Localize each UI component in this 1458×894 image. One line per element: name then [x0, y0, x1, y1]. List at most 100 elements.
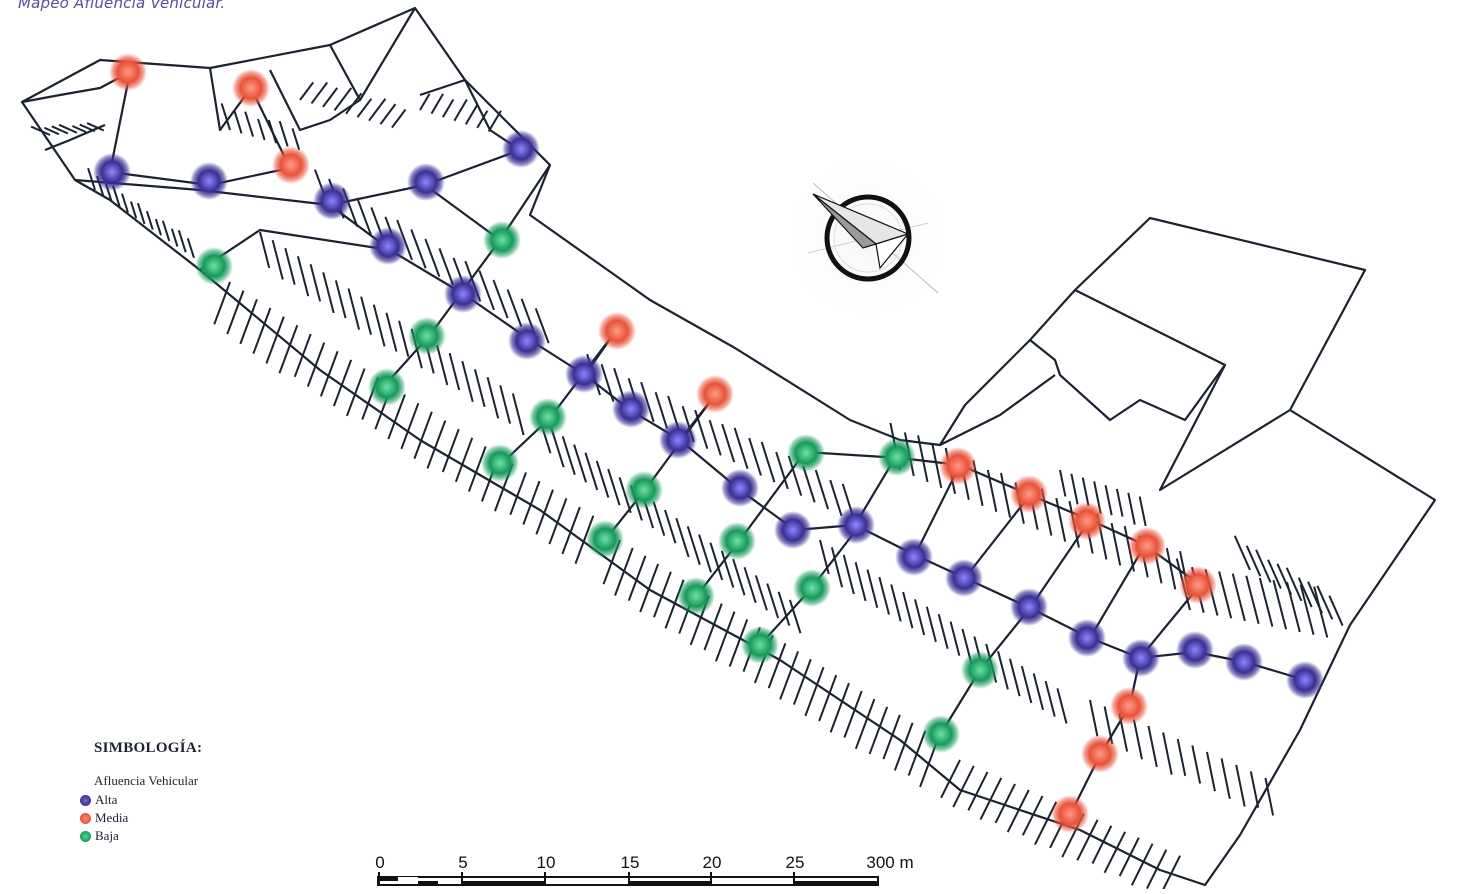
parcel-line: [1091, 825, 1113, 865]
parcel-line: [842, 554, 855, 595]
parcel-line: [1307, 581, 1323, 614]
parcel-line: [1021, 795, 1044, 836]
traffic-point-baja: [481, 444, 519, 482]
parcel-line: [561, 436, 576, 476]
parcel-line: [522, 480, 541, 525]
traffic-point-alta: [895, 538, 933, 576]
traffic-point-baja: [368, 368, 406, 406]
traffic-point-baja: [718, 522, 756, 560]
parcel-line: [534, 307, 550, 344]
parcel-line: [441, 428, 460, 473]
parcel-line: [829, 682, 850, 733]
parcel-line: [1070, 473, 1079, 505]
parcel-line: [595, 460, 610, 498]
traffic-point-baja: [677, 577, 715, 615]
parcel-line: [130, 201, 138, 219]
parcel-line: [244, 111, 255, 137]
parcel-line: [698, 534, 712, 573]
parcel-line: [499, 385, 512, 424]
parcel-line: [398, 320, 410, 357]
parcel-line: [170, 228, 179, 247]
traffic-point-baja: [625, 471, 663, 509]
parcel-line: [600, 363, 615, 403]
parcel-line: [1130, 843, 1154, 886]
parcel-line: [868, 706, 889, 755]
parcel-line: [882, 714, 901, 760]
parcel-line: [1249, 771, 1260, 808]
parcel-line: [1231, 573, 1246, 622]
parcel-line: [914, 599, 926, 636]
parcel-line: [257, 118, 266, 141]
parcel-line: [239, 298, 258, 345]
parcel-line: [145, 210, 154, 230]
parcel-line: [213, 281, 231, 325]
parcel-line: [760, 441, 776, 483]
parcel-line: [306, 342, 326, 387]
parcel-line: [574, 515, 595, 564]
parcel-line: [278, 324, 299, 374]
scale-label: 25: [786, 853, 805, 872]
parcel-line: [937, 613, 949, 649]
traffic-point-alta: [1010, 588, 1048, 626]
parcel-line: [79, 123, 96, 133]
parcel-line: [410, 229, 427, 269]
legend: SIMBOLOGÍA: Afluencia Vehicular Alta Med…: [80, 740, 202, 845]
map-title: Mapeo Afluencia Vehicular.: [18, 0, 226, 12]
legend-label-alta: Alta: [95, 792, 118, 807]
traffic-point-baja: [741, 626, 779, 664]
parcel-line: [322, 87, 339, 108]
parcel-line: [1272, 579, 1288, 630]
traffic-point-media: [939, 447, 977, 485]
parcel-line: [854, 562, 867, 602]
parcel-line: [486, 377, 500, 419]
parcel-line: [1032, 673, 1045, 711]
parcel-line: [161, 220, 171, 242]
scale-bar: 0 5 10 15 20 25 300 m: [375, 853, 914, 886]
parcel-line: [1297, 577, 1313, 608]
traffic-point-alta: [612, 390, 650, 428]
legend-item-alta: Alta: [80, 791, 202, 809]
parcel-line: [1218, 571, 1233, 619]
parcel-line: [728, 619, 749, 667]
parcel-line: [1146, 849, 1168, 890]
parcel-line: [1205, 751, 1216, 792]
parcel-line: [653, 571, 672, 618]
parcel-line: [86, 122, 105, 132]
parcel-line: [1258, 577, 1274, 627]
parcel-line: [893, 722, 914, 771]
traffic-point-alta: [1176, 631, 1214, 669]
parcel-line: [332, 359, 353, 407]
parcel-line: [654, 391, 669, 429]
legend-label-media: Media: [95, 810, 129, 825]
traffic-point-alta: [190, 162, 228, 200]
traffic-point-baja: [529, 398, 567, 436]
parcel-line: [233, 110, 243, 134]
legend-subtitle: Afluencia Vehicular: [94, 773, 199, 788]
parcel-line: [424, 238, 441, 277]
parcel-line: [854, 698, 876, 750]
parcel-line: [30, 125, 51, 136]
parcel-line: [878, 576, 890, 615]
parcel-line: [675, 517, 690, 558]
parcel-line: [1147, 725, 1158, 768]
north-arrow-icon: [778, 148, 958, 328]
parcel-line: [310, 81, 329, 105]
parcel-line: [387, 394, 406, 440]
traffic-point-alta: [945, 559, 983, 597]
parcel-line: [721, 423, 736, 463]
traffic-point-media: [598, 312, 636, 350]
parcel-line: [252, 307, 272, 355]
parcel-line: [1103, 706, 1114, 745]
parcel-line: [573, 444, 587, 483]
parcel-line: [949, 621, 961, 656]
parcel-line: [271, 239, 284, 280]
parcel-line: [714, 611, 736, 662]
parcel-line: [1081, 477, 1090, 507]
traffic-point-alta: [1122, 639, 1160, 677]
parcel-line: [1255, 549, 1272, 583]
parcel-line: [1089, 699, 1099, 737]
scale-label: 5: [458, 853, 467, 872]
parcel-line: [686, 526, 701, 566]
parcel-line: [830, 547, 844, 588]
